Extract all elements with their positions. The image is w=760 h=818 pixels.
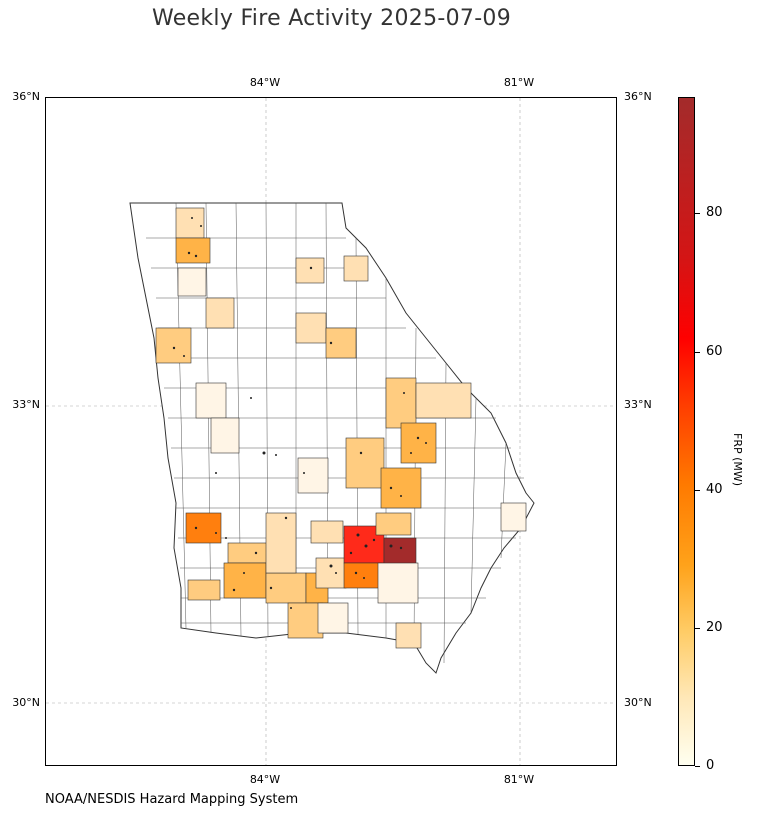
lon-label-81-bottom: 81°W (503, 773, 535, 786)
georgia-map (46, 98, 616, 765)
source-credit: NOAA/NESDIS Hazard Mapping System (45, 792, 299, 807)
colorbar-tick-40 (695, 490, 700, 491)
lat-label-36-left: 36°N (12, 90, 40, 103)
colorbar-tick-80 (695, 213, 700, 214)
lat-label-33-right: 33°N (624, 398, 652, 411)
colorbar-title: FRP (MW) (731, 433, 744, 487)
lat-label-33-left: 33°N (12, 398, 40, 411)
lat-label-30-right: 30°N (624, 696, 652, 709)
lat-label-30-left: 30°N (12, 696, 40, 709)
colorbar-label-80: 80 (706, 205, 723, 220)
colorbar-label-60: 60 (706, 344, 723, 359)
colorbar-tick-20 (695, 628, 700, 629)
colorbar-label-0: 0 (706, 758, 715, 773)
map-panel[interactable] (45, 97, 617, 766)
lon-label-81-top: 81°W (503, 76, 535, 89)
colorbar-tick-0 (695, 766, 700, 767)
lon-label-84-top: 84°W (249, 76, 281, 89)
colorbar-tick-60 (695, 352, 700, 353)
lon-label-84-bottom: 84°W (249, 773, 281, 786)
lat-label-36-right: 36°N (624, 90, 652, 103)
colorbar-label-40: 40 (706, 482, 723, 497)
fire-detection-points (172, 217, 427, 609)
map-title: Weekly Fire Activity 2025-07-09 (151, 6, 512, 31)
frp-colorbar (678, 97, 695, 766)
colorbar-label-20: 20 (706, 620, 723, 635)
gridlines (46, 98, 616, 765)
fire-counties (155, 207, 527, 649)
